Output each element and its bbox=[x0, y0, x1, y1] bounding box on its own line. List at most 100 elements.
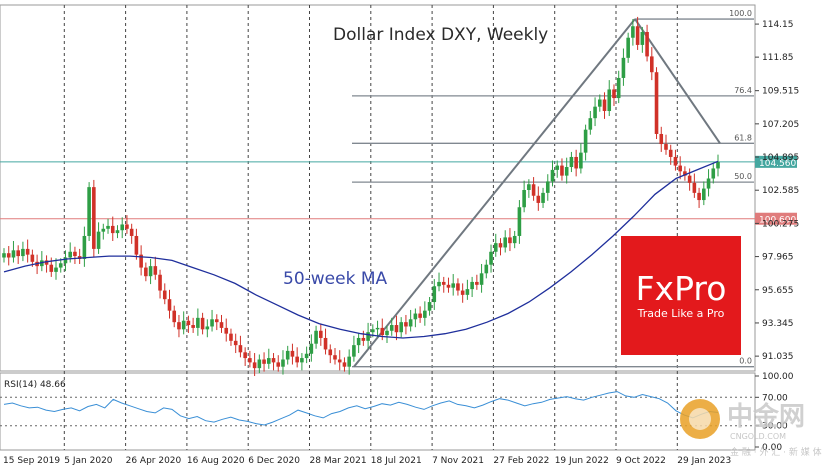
candle-body bbox=[607, 89, 612, 111]
candle-body bbox=[366, 332, 370, 341]
rsi-tick-label: 30.00 bbox=[762, 422, 788, 432]
price-tick-label: 114.15 bbox=[762, 20, 794, 30]
rsi-panel bbox=[0, 372, 756, 451]
fxpro-tagline: Trade Like a Pro bbox=[637, 307, 725, 320]
candle-body bbox=[375, 327, 380, 330]
candle-body bbox=[129, 228, 134, 236]
candle-body bbox=[328, 349, 333, 356]
candle-body bbox=[470, 281, 474, 290]
candle-body bbox=[560, 165, 564, 176]
candle-body bbox=[626, 37, 630, 58]
candle-body bbox=[172, 310, 177, 323]
rsi-tick-label: 0.00 bbox=[762, 443, 782, 453]
candle-body bbox=[413, 313, 418, 320]
ma50-polyline bbox=[3, 160, 719, 339]
candle-body bbox=[361, 337, 366, 341]
candle-body bbox=[640, 31, 645, 45]
candle-body bbox=[635, 26, 640, 45]
candle-body bbox=[389, 325, 394, 331]
candle-body bbox=[352, 345, 356, 357]
candle-body bbox=[631, 26, 635, 38]
candle-body bbox=[248, 358, 252, 363]
time-tick-label: 26 Apr 2020 bbox=[126, 456, 182, 466]
candle-body bbox=[139, 254, 143, 268]
candle-body bbox=[380, 327, 385, 336]
candle-body bbox=[314, 330, 318, 344]
price-tick-label: 93.345 bbox=[762, 319, 794, 329]
candle-body bbox=[337, 359, 342, 363]
candle-body bbox=[716, 161, 720, 169]
chart-title: Dollar Index DXY, Weekly bbox=[333, 25, 548, 45]
candle-body bbox=[347, 356, 351, 367]
candle-body bbox=[167, 299, 172, 311]
candle-body bbox=[531, 184, 536, 196]
candle-body bbox=[333, 355, 337, 360]
candle-body bbox=[616, 77, 621, 99]
candle-body bbox=[110, 225, 115, 234]
current-price-label: 104.560 bbox=[759, 159, 796, 169]
candle-body bbox=[319, 330, 323, 338]
candle-body bbox=[252, 362, 257, 369]
time-tick-label: 19 Jun 2022 bbox=[555, 456, 609, 466]
candle-body bbox=[271, 358, 276, 363]
watermark-cn: 中金网 bbox=[727, 401, 805, 432]
time-tick-label: 16 Aug 2020 bbox=[187, 456, 245, 466]
candle-body bbox=[73, 251, 77, 257]
fib-level-label: 0.0 bbox=[739, 357, 752, 366]
candle-body bbox=[399, 322, 403, 333]
candle-body bbox=[654, 72, 659, 134]
candle-body bbox=[423, 310, 427, 318]
rsi-indicator: 100.00 70.00 30.00 0.00 RSI(14) 48.66 bbox=[0, 372, 794, 453]
candle-body bbox=[664, 144, 668, 150]
candle-body bbox=[588, 118, 593, 130]
candle-body bbox=[659, 133, 664, 145]
candle-body bbox=[162, 290, 167, 300]
candle-body bbox=[210, 319, 214, 327]
candle-body bbox=[711, 168, 716, 179]
candle-body bbox=[404, 322, 408, 327]
price-tick-label: 100.275 bbox=[762, 219, 799, 229]
support-price-label: 100.600 bbox=[759, 216, 796, 226]
candle-body bbox=[583, 129, 588, 153]
candle-body bbox=[650, 56, 654, 73]
candle-body bbox=[460, 290, 465, 295]
time-tick-label: 9 Oct 2022 bbox=[616, 456, 666, 466]
candle-body bbox=[30, 254, 35, 262]
candle-body bbox=[214, 319, 219, 323]
fib-level-label: 100.0 bbox=[729, 9, 752, 18]
trend-lines bbox=[353, 18, 721, 368]
time-tick-label: 18 Jul 2021 bbox=[371, 456, 422, 466]
candle-body bbox=[58, 263, 63, 268]
price-tick-label: 109.515 bbox=[762, 87, 799, 97]
candle-body bbox=[503, 237, 508, 248]
candle-body bbox=[106, 225, 110, 229]
candle-body bbox=[512, 235, 517, 244]
candle-body bbox=[21, 248, 25, 257]
candle-body bbox=[484, 264, 489, 274]
ma-label: 50-week MA bbox=[283, 269, 388, 289]
ma50-line bbox=[3, 160, 719, 339]
support-price-tag bbox=[755, 212, 797, 225]
price-level-lines: 104.560 100.600 bbox=[0, 155, 797, 226]
candle-body bbox=[2, 253, 6, 258]
candle-body bbox=[522, 190, 526, 208]
candle-body bbox=[465, 289, 470, 295]
candle-body bbox=[479, 273, 484, 285]
candle-body bbox=[621, 57, 626, 78]
candle-body bbox=[569, 156, 574, 168]
candle-body bbox=[446, 284, 451, 288]
candle-body bbox=[342, 362, 347, 367]
candle-body bbox=[508, 237, 512, 244]
candle-body bbox=[678, 165, 682, 172]
uptrend-line bbox=[353, 18, 636, 368]
candle-body bbox=[276, 362, 281, 367]
price-tick-label: 97.965 bbox=[762, 253, 794, 263]
rsi-tick-label: 70.00 bbox=[762, 393, 788, 403]
candle-body bbox=[432, 286, 437, 303]
fxpro-logo-box bbox=[621, 236, 741, 355]
candle-body bbox=[205, 326, 210, 330]
candle-body bbox=[456, 283, 460, 291]
rsi-line bbox=[3, 391, 719, 426]
candle-body bbox=[281, 359, 285, 367]
